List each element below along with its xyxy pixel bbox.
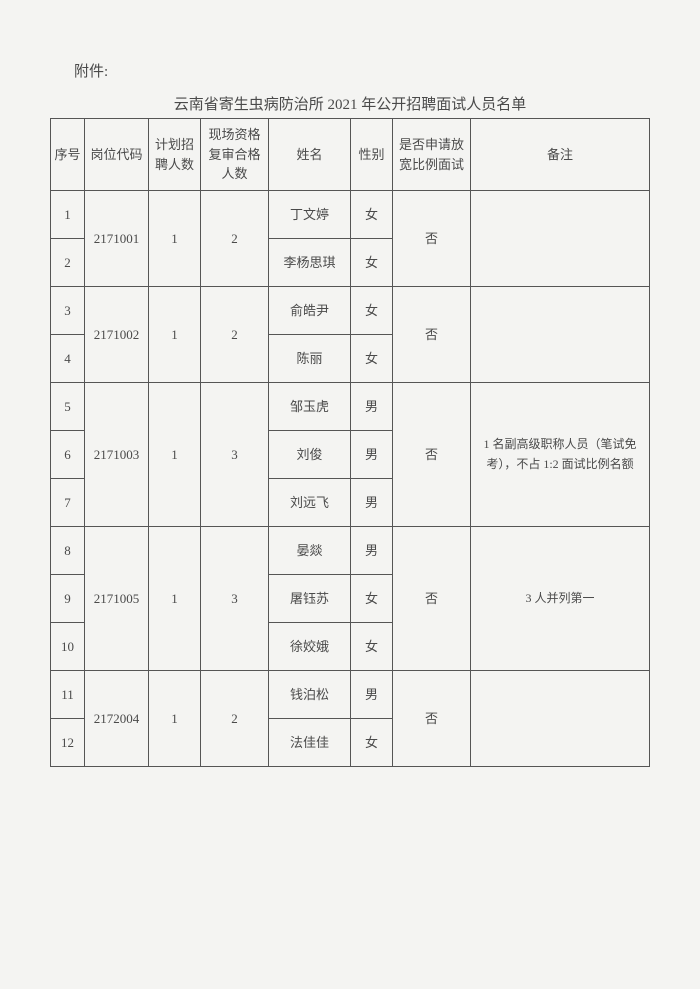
cell-seq: 8 (51, 527, 85, 575)
cell-gender: 女 (351, 191, 393, 239)
cell-remark (471, 287, 650, 383)
cell-gender: 男 (351, 431, 393, 479)
cell-gender: 男 (351, 527, 393, 575)
header-code: 岗位代码 (85, 119, 149, 191)
cell-apply: 否 (393, 191, 471, 287)
cell-plan: 1 (149, 287, 201, 383)
cell-name: 钱泊松 (269, 671, 351, 719)
table-row: 8217100513晏燚男否3 人并列第一 (51, 527, 650, 575)
cell-gender: 男 (351, 671, 393, 719)
cell-name: 李杨思琪 (269, 239, 351, 287)
cell-seq: 2 (51, 239, 85, 287)
cell-seq: 11 (51, 671, 85, 719)
cell-code: 2172004 (85, 671, 149, 767)
cell-name: 屠钰苏 (269, 575, 351, 623)
cell-name: 俞皓尹 (269, 287, 351, 335)
cell-apply: 否 (393, 527, 471, 671)
header-apply: 是否申请放宽比例面试 (393, 119, 471, 191)
header-seq: 序号 (51, 119, 85, 191)
cell-name: 刘远飞 (269, 479, 351, 527)
table-body: 1217100112丁文婷女否2李杨思琪女3217100212俞皓尹女否4陈丽女… (51, 191, 650, 767)
roster-table: 序号 岗位代码 计划招聘人数 现场资格复审合格人数 姓名 性别 是否申请放宽比例… (50, 118, 650, 767)
cell-plan: 1 (149, 671, 201, 767)
cell-remark: 3 人并列第一 (471, 527, 650, 671)
cell-apply: 否 (393, 671, 471, 767)
cell-verify: 3 (201, 527, 269, 671)
cell-remark (471, 191, 650, 287)
cell-plan: 1 (149, 383, 201, 527)
cell-name: 刘俊 (269, 431, 351, 479)
header-verify: 现场资格复审合格人数 (201, 119, 269, 191)
cell-seq: 10 (51, 623, 85, 671)
cell-gender: 女 (351, 623, 393, 671)
table-row: 5217100313邹玉虎男否1 名副高级职称人员（笔试免考），不占 1:2 面… (51, 383, 650, 431)
header-remark: 备注 (471, 119, 650, 191)
cell-seq: 9 (51, 575, 85, 623)
cell-verify: 3 (201, 383, 269, 527)
cell-name: 晏燚 (269, 527, 351, 575)
cell-seq: 3 (51, 287, 85, 335)
cell-gender: 男 (351, 479, 393, 527)
cell-verify: 2 (201, 671, 269, 767)
cell-name: 陈丽 (269, 335, 351, 383)
cell-name: 徐姣娥 (269, 623, 351, 671)
cell-code: 2171001 (85, 191, 149, 287)
cell-apply: 否 (393, 383, 471, 527)
cell-gender: 女 (351, 287, 393, 335)
table-row: 1217100112丁文婷女否 (51, 191, 650, 239)
cell-remark: 1 名副高级职称人员（笔试免考），不占 1:2 面试比例名额 (471, 383, 650, 527)
cell-code: 2171003 (85, 383, 149, 527)
cell-seq: 4 (51, 335, 85, 383)
cell-gender: 女 (351, 239, 393, 287)
table-row: 11217200412钱泊松男否 (51, 671, 650, 719)
cell-code: 2171002 (85, 287, 149, 383)
cell-seq: 1 (51, 191, 85, 239)
cell-seq: 6 (51, 431, 85, 479)
cell-seq: 7 (51, 479, 85, 527)
header-name: 姓名 (269, 119, 351, 191)
cell-seq: 5 (51, 383, 85, 431)
cell-verify: 2 (201, 191, 269, 287)
header-gender: 性别 (351, 119, 393, 191)
cell-verify: 2 (201, 287, 269, 383)
attachment-label: 附件: (74, 60, 650, 81)
cell-seq: 12 (51, 719, 85, 767)
cell-gender: 女 (351, 719, 393, 767)
header-row: 序号 岗位代码 计划招聘人数 现场资格复审合格人数 姓名 性别 是否申请放宽比例… (51, 119, 650, 191)
cell-apply: 否 (393, 287, 471, 383)
cell-gender: 女 (351, 335, 393, 383)
cell-plan: 1 (149, 527, 201, 671)
cell-name: 法佳佳 (269, 719, 351, 767)
cell-code: 2171005 (85, 527, 149, 671)
table-row: 3217100212俞皓尹女否 (51, 287, 650, 335)
page-title: 云南省寄生虫病防治所 2021 年公开招聘面试人员名单 (50, 93, 650, 114)
cell-name: 邹玉虎 (269, 383, 351, 431)
cell-gender: 女 (351, 575, 393, 623)
cell-plan: 1 (149, 191, 201, 287)
cell-remark (471, 671, 650, 767)
header-plan: 计划招聘人数 (149, 119, 201, 191)
cell-name: 丁文婷 (269, 191, 351, 239)
cell-gender: 男 (351, 383, 393, 431)
